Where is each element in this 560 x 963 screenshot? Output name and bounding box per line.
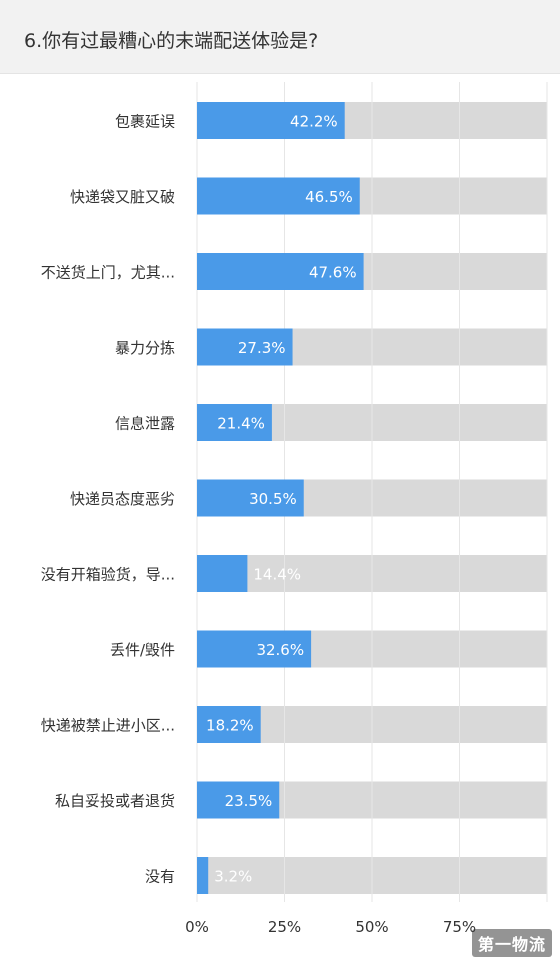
bar [197, 177, 360, 215]
category-label: 私自妥投或者退货 [55, 792, 175, 810]
category-label: 不送货上门，尤其... [41, 264, 175, 282]
bar-chart: 包裹延误 42.2% 快递袋又脏又破 46.5% 不送货上门，尤其... 47.6% 暴力分… [0, 74, 560, 963]
bar [197, 630, 312, 668]
bar [197, 781, 280, 819]
bar [197, 555, 248, 592]
category-label: 没有 [145, 868, 175, 886]
bar [197, 706, 261, 743]
data-label: 42.2% [290, 113, 338, 131]
data-label: 46.5% [305, 188, 353, 206]
category-label: 暴力分拣 [115, 339, 175, 357]
data-label: 18.2% [206, 717, 254, 735]
x-tick-label: 75% [443, 918, 476, 936]
watermark-logo: 第一物流 [471, 929, 552, 957]
category-label: 信息泄露 [115, 415, 175, 433]
bar [197, 102, 345, 139]
data-label: 27.3% [238, 339, 286, 357]
category-label: 丢件/毁件 [110, 641, 175, 659]
question-header: 6.你有过最糟心的末端配送体验是? [0, 0, 560, 74]
data-label: 47.6% [309, 264, 357, 282]
bar-chart-svg: 包裹延误 42.2% 快递袋又脏又破 46.5% 不送货上门，尤其... 47.6% 暴力分… [41, 82, 548, 936]
data-label: 14.4% [253, 566, 301, 584]
bar [197, 479, 304, 517]
category-label: 快递袋又脏又破 [70, 188, 175, 206]
bar [197, 253, 364, 290]
category-label: 快递被禁止进小区... [41, 717, 175, 735]
data-label: 32.6% [256, 641, 304, 659]
category-label: 快递员态度恶劣 [70, 490, 175, 508]
bar [197, 857, 209, 894]
bar [197, 328, 293, 366]
category-label: 没有开箱验货，导... [41, 566, 175, 584]
data-label: 23.5% [225, 792, 273, 810]
x-tick-label: 0% [185, 918, 209, 936]
x-tick-label: 50% [355, 918, 388, 936]
question-title: 6.你有过最糟心的末端配送体验是? [24, 30, 319, 52]
data-label: 21.4% [217, 415, 265, 433]
bar [197, 404, 272, 441]
data-label: 3.2% [214, 868, 252, 886]
x-tick-label: 25% [268, 918, 301, 936]
category-label: 包裹延误 [115, 113, 175, 131]
data-label: 30.5% [249, 490, 297, 508]
